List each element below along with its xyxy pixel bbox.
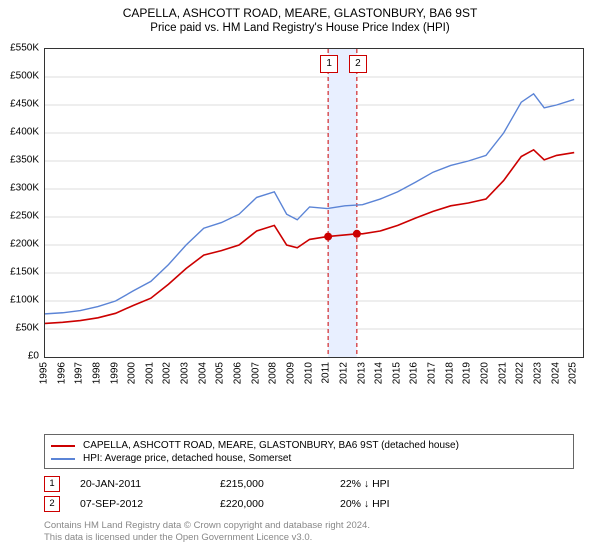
event-pct: 22% ↓ HPI xyxy=(340,478,460,490)
y-tick-label: £50K xyxy=(16,323,39,334)
event-marker-box: 2 xyxy=(349,55,367,73)
chart-title: CAPELLA, ASHCOTT ROAD, MEARE, GLASTONBUR… xyxy=(0,0,600,20)
y-tick-label: £300K xyxy=(10,183,39,194)
x-tick-label: 2004 xyxy=(197,362,208,384)
event-row: 1 20-JAN-2011£215,00022% ↓ HPI xyxy=(44,474,574,494)
event-date: 20-JAN-2011 xyxy=(80,478,220,490)
event-number: 2 xyxy=(44,496,60,512)
x-tick-label: 1998 xyxy=(91,362,102,384)
x-tick-label: 2025 xyxy=(568,362,579,384)
x-tick-label: 2021 xyxy=(497,362,508,384)
x-tick-label: 2008 xyxy=(268,362,279,384)
x-tick-label: 1997 xyxy=(74,362,85,384)
x-tick-label: 2009 xyxy=(285,362,296,384)
series-hpi xyxy=(45,94,574,314)
event-pct: 20% ↓ HPI xyxy=(340,498,460,510)
x-tick-label: 2017 xyxy=(427,362,438,384)
x-tick-label: 2000 xyxy=(127,362,138,384)
legend-swatch xyxy=(51,445,75,447)
x-tick-label: 2019 xyxy=(462,362,473,384)
x-tick-label: 2020 xyxy=(479,362,490,384)
events-table: 1 20-JAN-2011£215,00022% ↓ HPI 2 07-SEP-201… xyxy=(44,474,574,514)
y-tick-label: £500K xyxy=(10,71,39,82)
footer: Contains HM Land Registry data © Crown c… xyxy=(44,520,370,545)
sale-marker xyxy=(324,233,332,241)
x-tick-label: 2010 xyxy=(303,362,314,384)
x-tick-label: 2012 xyxy=(338,362,349,384)
y-tick-label: £550K xyxy=(10,43,39,54)
y-tick-label: £400K xyxy=(10,127,39,138)
y-tick-label: £250K xyxy=(10,211,39,222)
footer-line2: This data is licensed under the Open Gov… xyxy=(44,532,370,544)
y-tick-label: £450K xyxy=(10,99,39,110)
x-tick-label: 2015 xyxy=(391,362,402,384)
x-tick-label: 2018 xyxy=(444,362,455,384)
event-price: £220,000 xyxy=(220,498,340,510)
x-tick-label: 2003 xyxy=(180,362,191,384)
x-tick-label: 2023 xyxy=(532,362,543,384)
chart-subtitle: Price paid vs. HM Land Registry's House … xyxy=(0,20,600,34)
plot-box: 12 xyxy=(44,48,584,358)
x-tick-label: 1999 xyxy=(109,362,120,384)
y-tick-label: £200K xyxy=(10,239,39,250)
legend-label: HPI: Average price, detached house, Some… xyxy=(83,453,291,464)
legend: CAPELLA, ASHCOTT ROAD, MEARE, GLASTONBUR… xyxy=(44,434,574,469)
event-price: £215,000 xyxy=(220,478,340,490)
legend-item: CAPELLA, ASHCOTT ROAD, MEARE, GLASTONBUR… xyxy=(51,439,567,452)
event-date: 07-SEP-2012 xyxy=(80,498,220,510)
x-tick-label: 2005 xyxy=(215,362,226,384)
event-row: 2 07-SEP-2012£220,00020% ↓ HPI xyxy=(44,494,574,514)
x-tick-label: 2011 xyxy=(321,362,332,384)
x-tick-label: 2006 xyxy=(233,362,244,384)
event-number: 1 xyxy=(44,476,60,492)
x-tick-label: 2001 xyxy=(144,362,155,384)
x-tick-label: 2014 xyxy=(374,362,385,384)
event-marker-box: 1 xyxy=(320,55,338,73)
sale-marker xyxy=(353,230,361,238)
chart-area: 12 £0£50K£100K£150K£200K£250K£300K£350K£… xyxy=(44,48,584,396)
legend-label: CAPELLA, ASHCOTT ROAD, MEARE, GLASTONBUR… xyxy=(83,440,459,451)
x-tick-label: 2024 xyxy=(550,362,561,384)
x-tick-label: 2007 xyxy=(250,362,261,384)
x-tick-label: 1996 xyxy=(56,362,67,384)
y-tick-label: £350K xyxy=(10,155,39,166)
series-property xyxy=(45,150,574,324)
footer-line1: Contains HM Land Registry data © Crown c… xyxy=(44,520,370,532)
x-tick-label: 2022 xyxy=(515,362,526,384)
x-tick-label: 2016 xyxy=(409,362,420,384)
y-tick-label: £100K xyxy=(10,295,39,306)
y-tick-label: £0 xyxy=(28,351,39,362)
x-tick-label: 2013 xyxy=(356,362,367,384)
y-tick-label: £150K xyxy=(10,267,39,278)
x-tick-label: 1995 xyxy=(39,362,50,384)
x-tick-label: 2002 xyxy=(162,362,173,384)
legend-swatch xyxy=(51,458,75,460)
legend-item: HPI: Average price, detached house, Some… xyxy=(51,452,567,465)
